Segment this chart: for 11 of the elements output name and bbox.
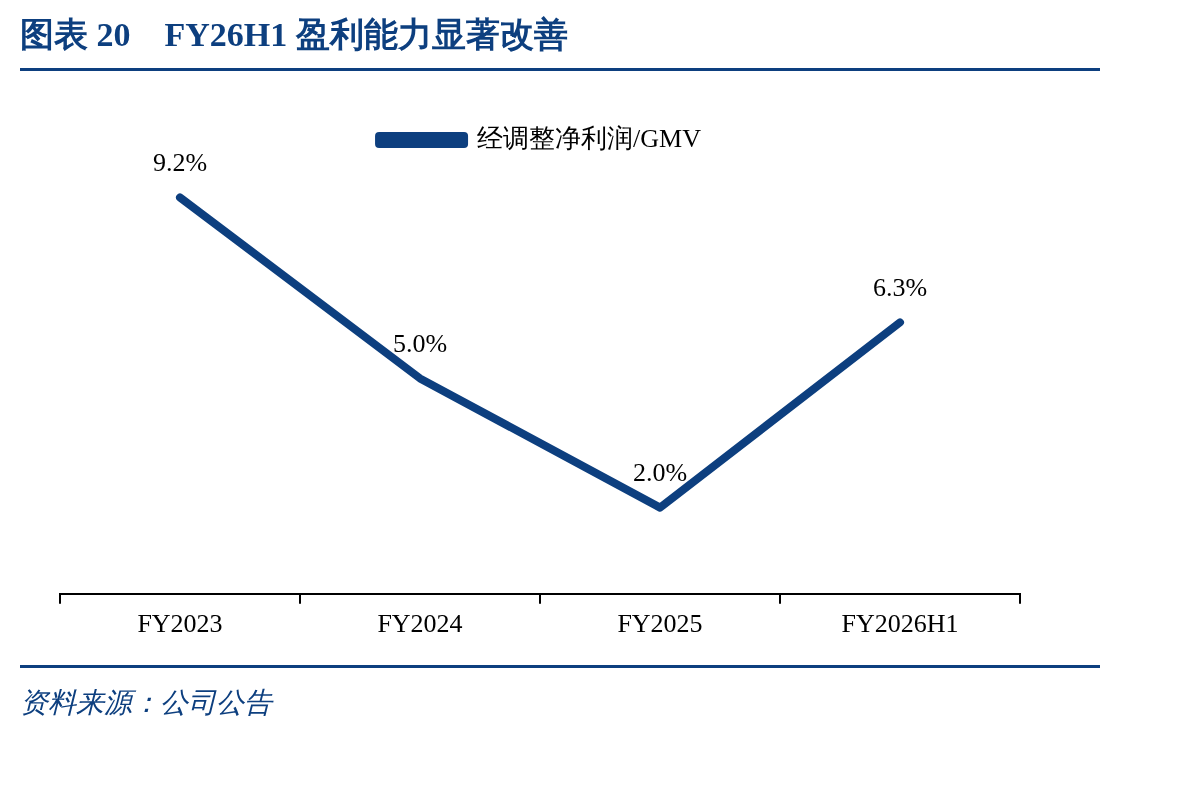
x-tick-label: FY2024 — [377, 609, 463, 639]
text: 资料来源：公司公告 — [20, 686, 275, 720]
data-label: 2.0% — [632, 458, 688, 488]
x-tick-label: FY2026H1 — [841, 609, 959, 639]
chart-title: 图表 20 FY26H1 盈利能力显著改善 — [20, 8, 1100, 71]
legend-label: 经调整净利润/GMV — [477, 123, 702, 153]
data-label: 6.3% — [872, 273, 928, 303]
x-tick-label: FY2023 — [137, 609, 223, 639]
data-label: 5.0% — [392, 329, 448, 359]
data-label: 9.2% — [152, 148, 208, 178]
x-tick-label: FY2025 — [617, 609, 703, 639]
